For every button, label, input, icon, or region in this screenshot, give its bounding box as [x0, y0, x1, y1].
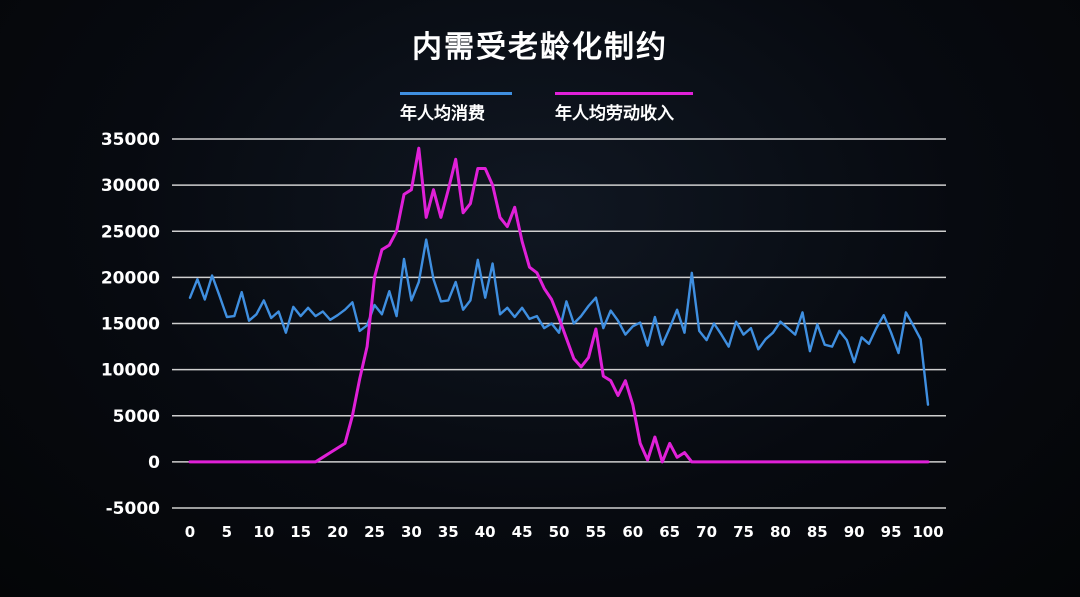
legend-label-consumption: 年人均消费	[400, 104, 485, 124]
series-lines	[188, 146, 930, 464]
x-tick-label: 40	[475, 523, 496, 541]
x-tick-label: 75	[733, 523, 754, 541]
y-tick-label: -5000	[106, 499, 161, 519]
series-line-income	[188, 146, 930, 464]
grid-lines	[172, 138, 946, 509]
x-tick-label: 10	[253, 523, 274, 541]
legend-swatch-income	[555, 92, 693, 95]
x-axis-ticks: 0 5 10 15 20 25 30 35 40 45 50 55 60 65 70 75 80 85 90 95 10…	[185, 523, 944, 541]
x-tick-label: 5	[222, 523, 232, 541]
x-tick-label: 35	[438, 523, 459, 541]
x-tick-label: 65	[659, 523, 680, 541]
x-tick-label: 100	[912, 523, 943, 541]
legend-item-consumption: 年人均消费	[400, 92, 512, 124]
x-tick-label: 0	[185, 523, 195, 541]
chart-title: 内需受老龄化制约	[412, 30, 668, 65]
legend-label-income: 年人均劳动收入	[555, 104, 674, 124]
x-tick-label: 80	[770, 523, 791, 541]
chart-legend: 年人均消费 年人均劳动收入	[0, 92, 1080, 132]
y-tick-label: 5000	[113, 407, 160, 427]
x-tick-label: 60	[622, 523, 643, 541]
y-tick-label: 30000	[101, 176, 160, 196]
y-axis-ticks: 35000 30000 25000 20000 15000 10000 5000 0 -5000	[101, 130, 160, 519]
series-line-consumption	[188, 238, 930, 406]
x-tick-label: 70	[696, 523, 717, 541]
x-tick-label: 45	[512, 523, 533, 541]
x-tick-label: 50	[549, 523, 570, 541]
x-tick-label: 25	[364, 523, 385, 541]
x-tick-label: 85	[807, 523, 828, 541]
x-tick-label: 55	[585, 523, 606, 541]
x-tick-label: 95	[881, 523, 902, 541]
y-tick-label: 35000	[101, 130, 160, 150]
y-tick-label: 20000	[101, 268, 160, 288]
legend-item-income: 年人均劳动收入	[555, 92, 693, 124]
x-tick-label: 15	[290, 523, 311, 541]
y-tick-label: 25000	[101, 222, 160, 242]
y-tick-label: 10000	[101, 361, 160, 381]
x-tick-label: 90	[844, 523, 865, 541]
x-tick-label: 20	[327, 523, 348, 541]
legend-swatch-consumption	[400, 92, 512, 95]
x-tick-label: 30	[401, 523, 422, 541]
y-tick-label: 0	[148, 453, 160, 473]
y-tick-label: 15000	[101, 315, 160, 335]
